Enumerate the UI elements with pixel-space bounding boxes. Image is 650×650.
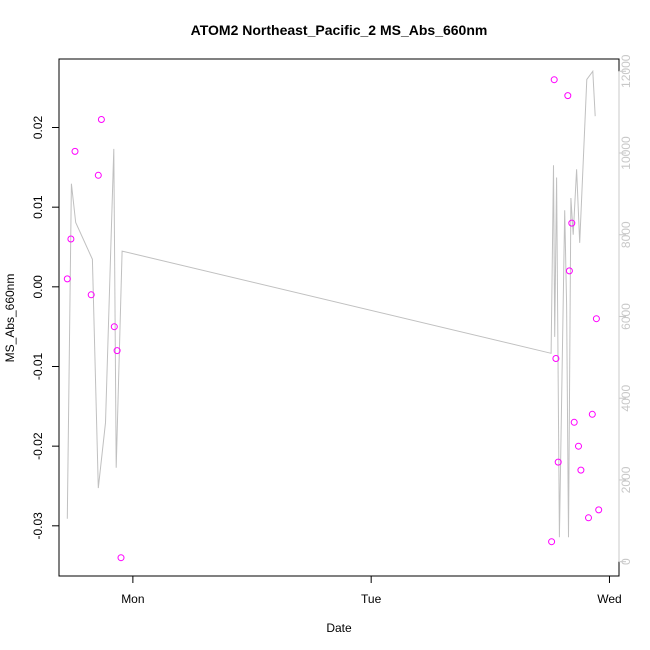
y2-tick-label: 2000 <box>619 466 633 493</box>
x-tick-label: Tue <box>361 592 382 606</box>
data-point <box>554 458 562 466</box>
data-point <box>87 291 95 299</box>
data-point <box>94 171 102 179</box>
data-point <box>577 466 585 474</box>
data-point <box>588 410 596 418</box>
y-tick-label: 0.01 <box>31 195 45 219</box>
y2-tick-label: 6000 <box>619 303 633 330</box>
y2-tick-label: 4000 <box>619 385 633 412</box>
data-point <box>71 147 79 155</box>
data-point <box>550 76 558 84</box>
y-axis-left: -0.03 -0.02 -0.01 0.00 0.01 0.02 <box>31 116 60 540</box>
y2-tick-label: 12000 <box>619 54 633 88</box>
data-point <box>565 267 573 275</box>
secondary-line-series <box>66 69 596 538</box>
data-point <box>117 554 125 562</box>
data-point <box>113 347 121 355</box>
x-axis-label: Date <box>326 621 352 635</box>
series-line <box>66 69 596 538</box>
y-axis-label: MS_Abs_660nm <box>3 274 17 363</box>
data-point <box>592 315 600 323</box>
y2-tick-label: 8000 <box>619 221 633 248</box>
y2-tick-label: 0 <box>619 558 633 565</box>
y-tick-label: -0.01 <box>31 352 45 380</box>
y-axis-right: 0 2000 4000 6000 8000 10000 12000 <box>618 54 633 565</box>
x-axis: Mon Tue Wed <box>121 575 622 606</box>
y2-tick-label: 10000 <box>619 136 633 170</box>
data-point <box>575 442 582 450</box>
data-point <box>548 538 556 546</box>
data-point <box>570 418 578 426</box>
y-tick-label: -0.03 <box>31 512 45 540</box>
data-point <box>568 219 576 227</box>
data-point <box>63 275 71 283</box>
data-point <box>552 355 560 362</box>
data-point <box>564 92 572 100</box>
point-series <box>63 76 603 562</box>
x-tick-label: Mon <box>121 592 144 606</box>
data-point <box>67 235 75 243</box>
data-point <box>97 116 105 123</box>
y-tick-label: 0.02 <box>31 116 45 140</box>
y-tick-label: 0.00 <box>31 275 45 299</box>
data-point <box>110 323 118 331</box>
y-tick-label: -0.02 <box>31 432 45 460</box>
x-tick-label: Wed <box>597 592 621 606</box>
chart-title: ATOM2 Northeast_Pacific_2 MS_Abs_660nm <box>191 22 488 38</box>
data-point <box>595 506 603 514</box>
data-point <box>585 514 592 522</box>
